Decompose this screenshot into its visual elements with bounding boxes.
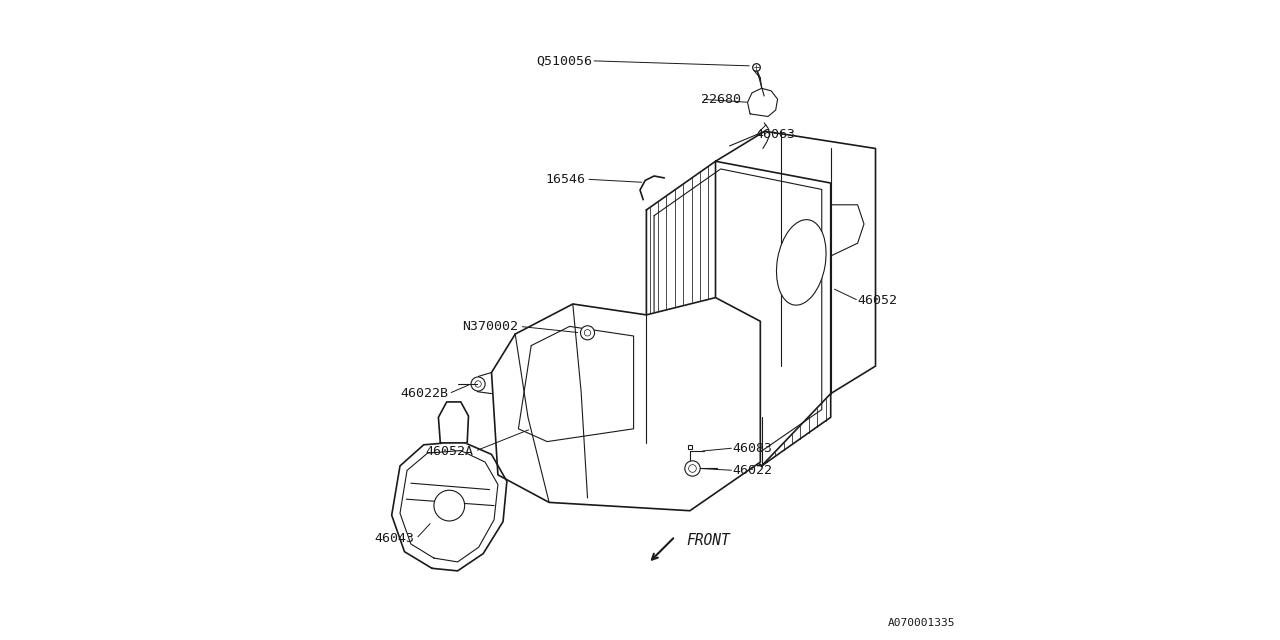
Text: 22680: 22680 <box>701 93 741 106</box>
Polygon shape <box>748 88 777 116</box>
Text: 46083: 46083 <box>732 442 773 454</box>
Circle shape <box>584 330 591 336</box>
Circle shape <box>581 326 594 340</box>
Text: 46022: 46022 <box>732 464 773 477</box>
Circle shape <box>475 381 481 387</box>
Circle shape <box>685 461 700 476</box>
Text: 46052: 46052 <box>858 294 897 307</box>
Circle shape <box>471 377 485 391</box>
Polygon shape <box>438 402 468 443</box>
Text: 46022B: 46022B <box>399 387 448 400</box>
Ellipse shape <box>777 220 826 305</box>
Text: N370002: N370002 <box>462 320 518 333</box>
Circle shape <box>434 490 465 521</box>
Polygon shape <box>646 161 831 466</box>
Text: FRONT: FRONT <box>686 533 730 548</box>
Text: 46052A: 46052A <box>425 445 474 458</box>
Circle shape <box>689 465 696 472</box>
Polygon shape <box>492 298 760 511</box>
Polygon shape <box>392 442 507 571</box>
Text: 46063: 46063 <box>755 128 795 141</box>
Polygon shape <box>716 131 876 466</box>
Text: A070001335: A070001335 <box>887 618 955 628</box>
Text: 16546: 16546 <box>545 173 585 186</box>
Text: Q510056: Q510056 <box>536 54 591 67</box>
Text: 46043: 46043 <box>375 532 415 545</box>
